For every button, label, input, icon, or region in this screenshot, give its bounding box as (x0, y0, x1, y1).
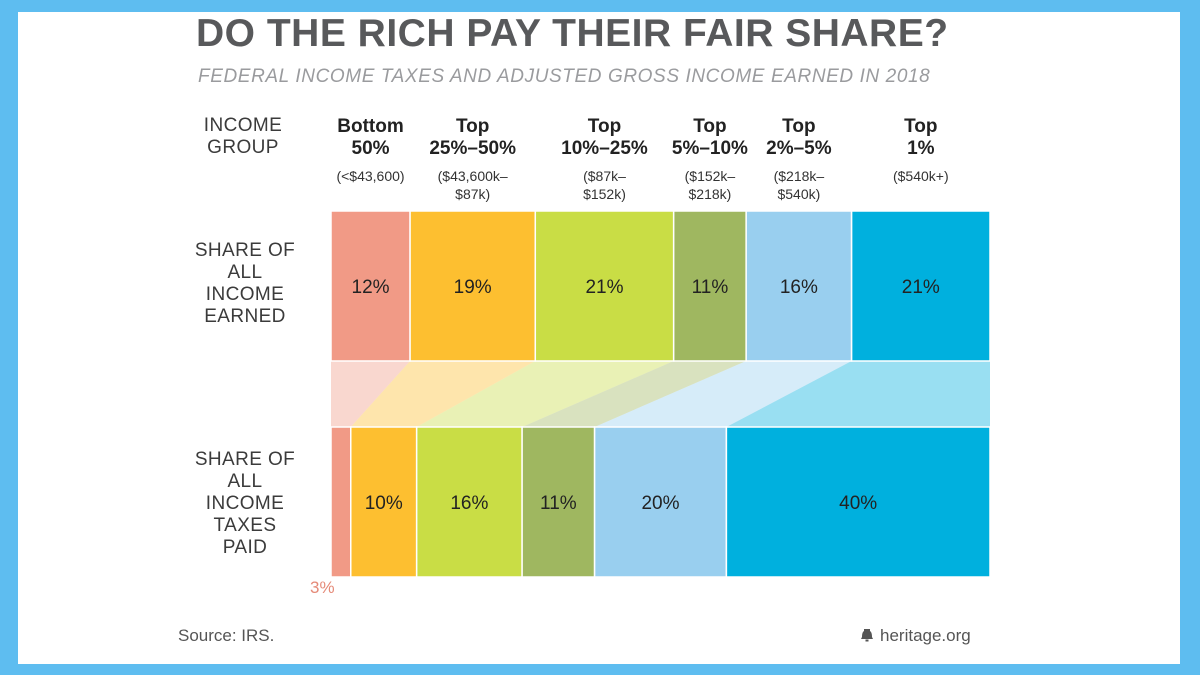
group-range: ($218k– $540k) (773, 168, 825, 202)
brand: heritage.org (860, 626, 971, 646)
group-label: Top 2%–5% (766, 116, 832, 159)
income-value-label-2: 21% (585, 277, 623, 298)
income-value-label-4: 16% (780, 277, 818, 298)
group-label: Top 1% (904, 116, 938, 159)
income-value-label-0: 12% (352, 277, 390, 298)
connector-band-1 (350, 361, 536, 427)
income-value-label-5: 21% (902, 277, 940, 298)
income-bar-5 (850, 210, 991, 362)
tax-value-label-4: 20% (641, 493, 679, 514)
group-header-2: Top 10%–25% ($87k– $152k) (539, 116, 669, 203)
group-range: ($87k– $152k) (583, 168, 626, 202)
group-label: Top 5%–10% (671, 116, 748, 159)
group-label: Top 25%–50% (429, 116, 516, 159)
tax-bar-1 (350, 426, 418, 578)
tax-value-label-2: 16% (450, 493, 488, 514)
group-label: Top 10%–25% (561, 116, 648, 159)
tax-value-label-1: 10% (365, 493, 403, 514)
tax-bar-2 (415, 426, 523, 578)
group-range: ($152k– $218k) (684, 168, 736, 202)
chart-title: DO THE RICH PAY THEIR FAIR SHARE? (196, 12, 949, 55)
brand-text: heritage.org (880, 626, 971, 645)
group-header-3: Top 5%–10% ($152k– $218k) (645, 116, 775, 203)
group-range: ($43,600k– $87k) (437, 168, 508, 202)
tax-bar-3 (521, 426, 596, 578)
group-header-0: Bottom 50% (<$43,600) (306, 116, 436, 185)
connector-band-5 (726, 361, 990, 427)
income-bar-4 (745, 210, 853, 362)
group-header-5: Top 1% ($540k+) (856, 116, 986, 185)
tax-bar-0 (330, 426, 352, 578)
group-label: Bottom 50% (337, 116, 404, 159)
connector-band-0 (331, 361, 411, 427)
source-note: Source: IRS. (178, 626, 275, 645)
bottom-tax-callout: 3% (310, 578, 335, 597)
group-range: (<$43,600) (336, 168, 405, 184)
tax-bar-5 (725, 426, 991, 578)
income-bar-1 (409, 210, 537, 362)
taxes-paid-row-label: SHARE OF ALL INCOME TAXES PAID (194, 449, 296, 558)
income-group-label: INCOME GROUP (203, 115, 283, 158)
chart-subtitle: FEDERAL INCOME TAXES AND ADJUSTED GROSS … (198, 66, 931, 87)
group-range: ($540k+) (892, 168, 949, 184)
income-value-label-3: 11% (692, 277, 729, 298)
group-header-1: Top 25%–50% ($43,600k– $87k) (408, 116, 538, 203)
income-bar-3 (672, 210, 747, 362)
tax-value-label-5: 40% (839, 493, 877, 514)
income-bar-2 (534, 210, 675, 362)
connector-band-4 (594, 361, 852, 427)
tax-bar-4 (593, 426, 728, 578)
income-earned-row-label: SHARE OF ALL INCOME EARNED (194, 240, 296, 327)
group-header-4: Top 2%–5% ($218k– $540k) (734, 116, 864, 203)
connector-band-2 (416, 361, 674, 427)
connector-band-3 (522, 361, 747, 427)
income-value-label-1: 19% (454, 277, 492, 298)
tax-value-label-3: 11% (540, 493, 577, 514)
liberty-bell-icon (861, 629, 873, 642)
